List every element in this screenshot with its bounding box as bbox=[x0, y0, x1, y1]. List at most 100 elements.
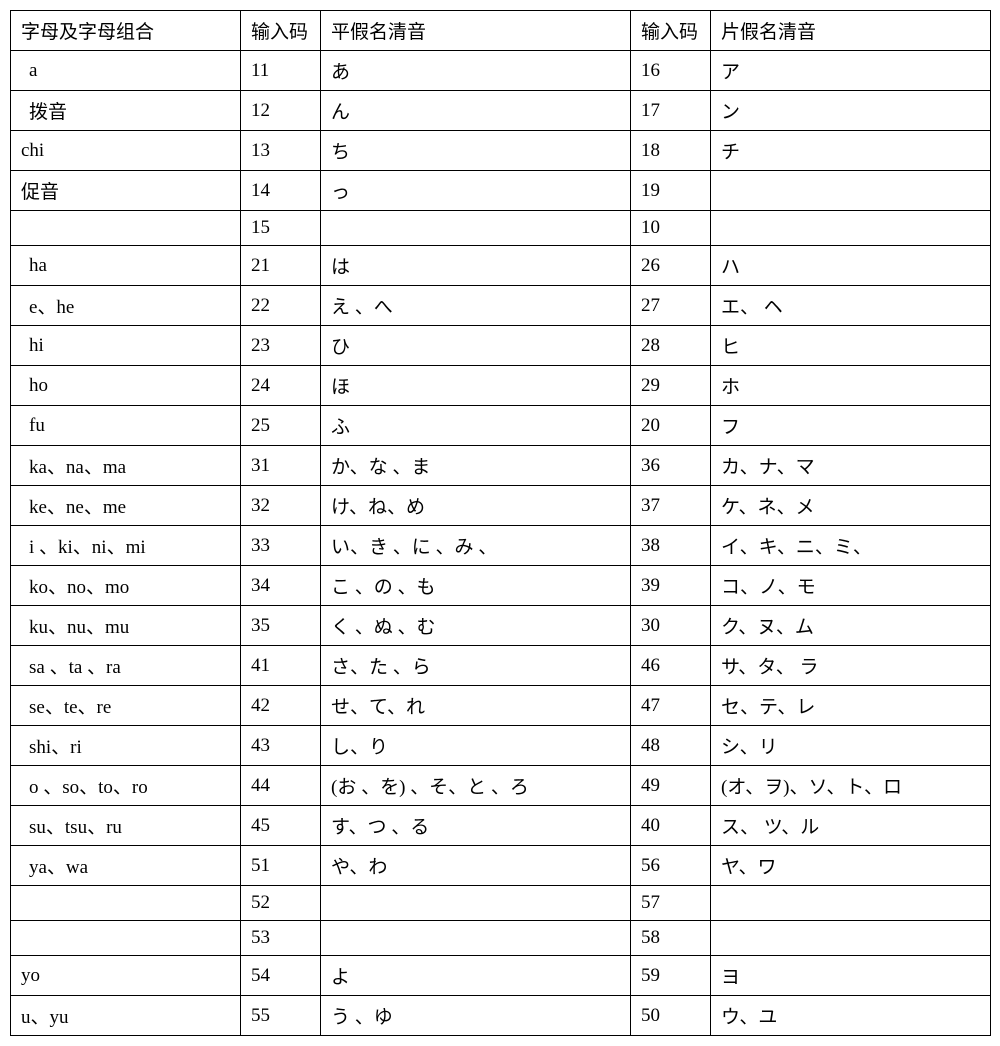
cell-katakana: (オ、ヲ)、ソ、ト、ロ bbox=[711, 766, 991, 806]
cell-letters: ha bbox=[11, 246, 241, 286]
cell-katakana bbox=[711, 886, 991, 921]
table-row: fu25ふ20フ bbox=[11, 406, 991, 446]
cell-code1: 45 bbox=[241, 806, 321, 846]
cell-code1: 34 bbox=[241, 566, 321, 606]
header-katakana: 片假名清音 bbox=[711, 11, 991, 51]
cell-letters: i 、ki、ni、mi bbox=[11, 526, 241, 566]
cell-letters: ka、na、ma bbox=[11, 446, 241, 486]
cell-code2: 59 bbox=[631, 956, 711, 996]
cell-katakana: セ、テ、レ bbox=[711, 686, 991, 726]
cell-katakana: ヒ bbox=[711, 326, 991, 366]
cell-letters: ke、ne、me bbox=[11, 486, 241, 526]
table-row: o 、so、to、ro44(お 、を) 、そ、と 、ろ49(オ、ヲ)、ソ、ト、ロ bbox=[11, 766, 991, 806]
cell-hiragana: す、つ 、る bbox=[321, 806, 631, 846]
cell-letters: hi bbox=[11, 326, 241, 366]
cell-katakana bbox=[711, 171, 991, 211]
cell-code2: 48 bbox=[631, 726, 711, 766]
cell-code2: 29 bbox=[631, 366, 711, 406]
cell-hiragana bbox=[321, 211, 631, 246]
cell-katakana: ス、 ツ、ル bbox=[711, 806, 991, 846]
cell-katakana: カ、ナ、マ bbox=[711, 446, 991, 486]
cell-code1: 51 bbox=[241, 846, 321, 886]
cell-hiragana: っ bbox=[321, 171, 631, 211]
cell-code1: 22 bbox=[241, 286, 321, 326]
cell-code1: 43 bbox=[241, 726, 321, 766]
cell-code1: 31 bbox=[241, 446, 321, 486]
cell-code2: 10 bbox=[631, 211, 711, 246]
cell-code2: 27 bbox=[631, 286, 711, 326]
cell-code1: 41 bbox=[241, 646, 321, 686]
cell-katakana: ウ、ユ bbox=[711, 996, 991, 1036]
cell-katakana: ン bbox=[711, 91, 991, 131]
table-row: yo54よ59ヨ bbox=[11, 956, 991, 996]
cell-code2: 16 bbox=[631, 51, 711, 91]
cell-code2: 56 bbox=[631, 846, 711, 886]
cell-hiragana: は bbox=[321, 246, 631, 286]
cell-letters: 拨音 bbox=[11, 91, 241, 131]
cell-code1: 23 bbox=[241, 326, 321, 366]
cell-code1: 52 bbox=[241, 886, 321, 921]
cell-code2: 37 bbox=[631, 486, 711, 526]
cell-code2: 30 bbox=[631, 606, 711, 646]
cell-code2: 58 bbox=[631, 921, 711, 956]
cell-code2: 19 bbox=[631, 171, 711, 211]
table-row: ku、nu、mu35く 、ぬ 、む30ク、ヌ、ム bbox=[11, 606, 991, 646]
cell-code1: 42 bbox=[241, 686, 321, 726]
cell-hiragana: ふ bbox=[321, 406, 631, 446]
cell-letters: chi bbox=[11, 131, 241, 171]
table-row: shi、ri43し、り48シ、リ bbox=[11, 726, 991, 766]
table-row: a11あ16ア bbox=[11, 51, 991, 91]
table-row: 促音14っ19 bbox=[11, 171, 991, 211]
cell-code2: 17 bbox=[631, 91, 711, 131]
cell-letters: 促音 bbox=[11, 171, 241, 211]
cell-katakana: シ、リ bbox=[711, 726, 991, 766]
cell-katakana: チ bbox=[711, 131, 991, 171]
cell-code1: 53 bbox=[241, 921, 321, 956]
table-row: i 、ki、ni、mi33い、き 、に 、み 、38イ、キ、ニ、ミ、 bbox=[11, 526, 991, 566]
cell-code1: 32 bbox=[241, 486, 321, 526]
cell-code2: 46 bbox=[631, 646, 711, 686]
cell-code2: 20 bbox=[631, 406, 711, 446]
header-row: 字母及字母组合 输入码 平假名清音 输入码 片假名清音 bbox=[11, 11, 991, 51]
cell-letters: u、yu bbox=[11, 996, 241, 1036]
cell-hiragana: ん bbox=[321, 91, 631, 131]
cell-hiragana: せ、て、れ bbox=[321, 686, 631, 726]
cell-hiragana: い、き 、に 、み 、 bbox=[321, 526, 631, 566]
cell-letters: fu bbox=[11, 406, 241, 446]
cell-code2: 40 bbox=[631, 806, 711, 846]
cell-hiragana: く 、ぬ 、む bbox=[321, 606, 631, 646]
cell-letters: yo bbox=[11, 956, 241, 996]
header-letters: 字母及字母组合 bbox=[11, 11, 241, 51]
cell-hiragana: ひ bbox=[321, 326, 631, 366]
cell-hiragana: あ bbox=[321, 51, 631, 91]
cell-hiragana: か、な 、ま bbox=[321, 446, 631, 486]
cell-code1: 24 bbox=[241, 366, 321, 406]
cell-letters: e、he bbox=[11, 286, 241, 326]
cell-code2: 49 bbox=[631, 766, 711, 806]
table-row: e、he22え 、へ27エ、 ヘ bbox=[11, 286, 991, 326]
cell-katakana: イ、キ、ニ、ミ、 bbox=[711, 526, 991, 566]
cell-code2: 39 bbox=[631, 566, 711, 606]
cell-katakana bbox=[711, 211, 991, 246]
cell-hiragana: (お 、を) 、そ、と 、ろ bbox=[321, 766, 631, 806]
cell-code2: 28 bbox=[631, 326, 711, 366]
cell-letters: su、tsu、ru bbox=[11, 806, 241, 846]
cell-hiragana: え 、へ bbox=[321, 286, 631, 326]
cell-hiragana: よ bbox=[321, 956, 631, 996]
table-row: 拨音12ん17ン bbox=[11, 91, 991, 131]
table-row: 1510 bbox=[11, 211, 991, 246]
header-code2: 输入码 bbox=[631, 11, 711, 51]
cell-code1: 15 bbox=[241, 211, 321, 246]
cell-hiragana: や、わ bbox=[321, 846, 631, 886]
cell-hiragana bbox=[321, 886, 631, 921]
header-code1: 输入码 bbox=[241, 11, 321, 51]
header-hiragana: 平假名清音 bbox=[321, 11, 631, 51]
cell-katakana: ク、ヌ、ム bbox=[711, 606, 991, 646]
cell-letters bbox=[11, 211, 241, 246]
cell-code1: 21 bbox=[241, 246, 321, 286]
cell-katakana: ヨ bbox=[711, 956, 991, 996]
table-row: sa 、ta 、ra41さ、た 、ら46サ、タ、 ラ bbox=[11, 646, 991, 686]
cell-letters bbox=[11, 921, 241, 956]
table-row: 5257 bbox=[11, 886, 991, 921]
cell-hiragana: う 、ゆ bbox=[321, 996, 631, 1036]
